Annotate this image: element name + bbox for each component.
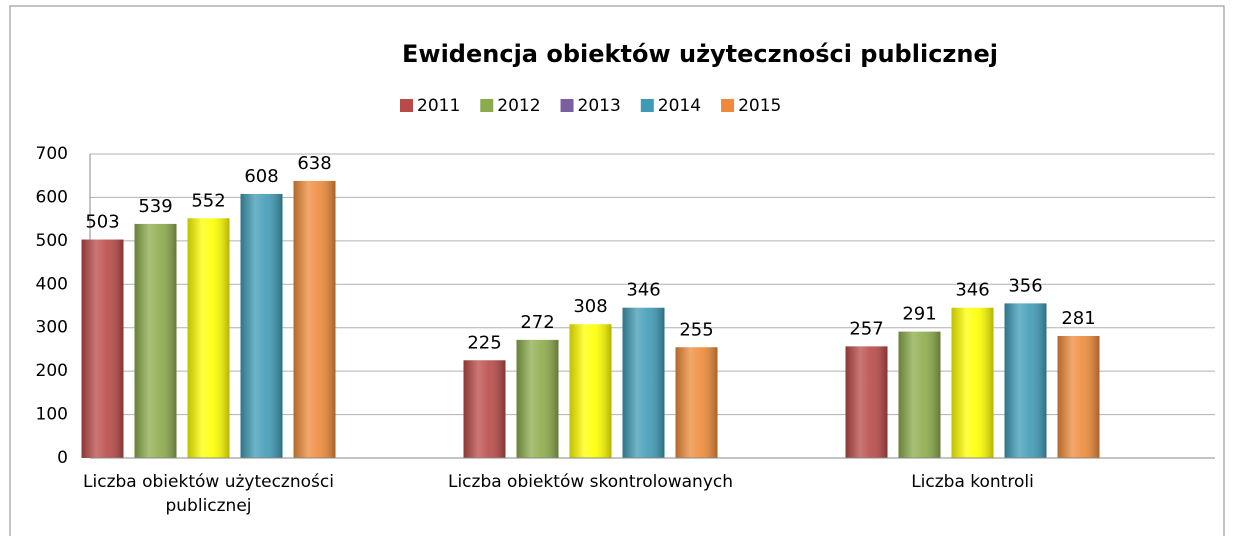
data-label: 503 xyxy=(85,212,119,233)
x-tick-label: Liczba obiektów skontrolowanych xyxy=(447,472,734,492)
y-tick-label: 100 xyxy=(36,405,68,425)
x-tick-label: Liczba obiektów użyteczności publicznej xyxy=(83,472,334,516)
data-label: 225 xyxy=(467,332,501,353)
legend-marker xyxy=(721,99,735,112)
legend-label: 2015 xyxy=(738,96,781,116)
legend-marker xyxy=(480,99,494,112)
data-label: 291 xyxy=(902,304,936,325)
data-label: 281 xyxy=(1061,308,1095,329)
y-tick-label: 700 xyxy=(36,144,68,164)
bar-shade xyxy=(1004,303,1047,458)
legend-label: 2013 xyxy=(578,96,621,116)
bar-shade xyxy=(134,223,177,458)
legend-marker xyxy=(560,99,574,112)
data-label: 255 xyxy=(679,319,713,340)
legend-marker xyxy=(400,99,413,112)
x-tick-label: Liczba kontroli xyxy=(911,472,1034,492)
bar-shade xyxy=(569,324,612,458)
data-label: 257 xyxy=(849,318,883,339)
chart-title: Ewidencja obiektów użyteczności publiczn… xyxy=(402,40,998,68)
bar-shade xyxy=(898,331,941,458)
data-label: 539 xyxy=(138,196,172,217)
y-tick-label: 500 xyxy=(36,231,68,251)
data-label: 346 xyxy=(955,280,989,301)
y-tick-label: 200 xyxy=(36,361,68,381)
legend-label: 2014 xyxy=(658,96,701,116)
bar-shade xyxy=(951,307,994,458)
legend-label: 2011 xyxy=(417,96,460,116)
chart-frame xyxy=(9,5,1225,540)
bar-shade xyxy=(293,180,336,458)
bar-shade xyxy=(516,339,559,458)
bar-shade xyxy=(81,239,124,458)
data-label: 638 xyxy=(297,153,331,174)
data-label: 552 xyxy=(191,190,225,211)
bar-shade xyxy=(187,218,230,458)
y-tick-label: 600 xyxy=(36,187,68,207)
data-label: 356 xyxy=(1008,275,1042,296)
y-tick-label: 400 xyxy=(36,274,68,294)
bar-shade xyxy=(240,193,283,458)
data-label: 346 xyxy=(626,280,660,301)
bar-shade xyxy=(675,347,718,458)
data-label: 308 xyxy=(573,296,607,317)
y-tick-label: 300 xyxy=(36,318,68,338)
y-tick-label: 0 xyxy=(57,448,68,468)
bar-shade xyxy=(1057,335,1100,458)
bar-shade xyxy=(845,346,888,458)
data-label: 608 xyxy=(244,166,278,187)
data-label: 272 xyxy=(520,312,554,333)
legend-label: 2012 xyxy=(497,96,540,116)
bar-shade xyxy=(622,307,665,458)
bar-shade xyxy=(463,360,506,458)
legend-marker xyxy=(640,99,654,112)
